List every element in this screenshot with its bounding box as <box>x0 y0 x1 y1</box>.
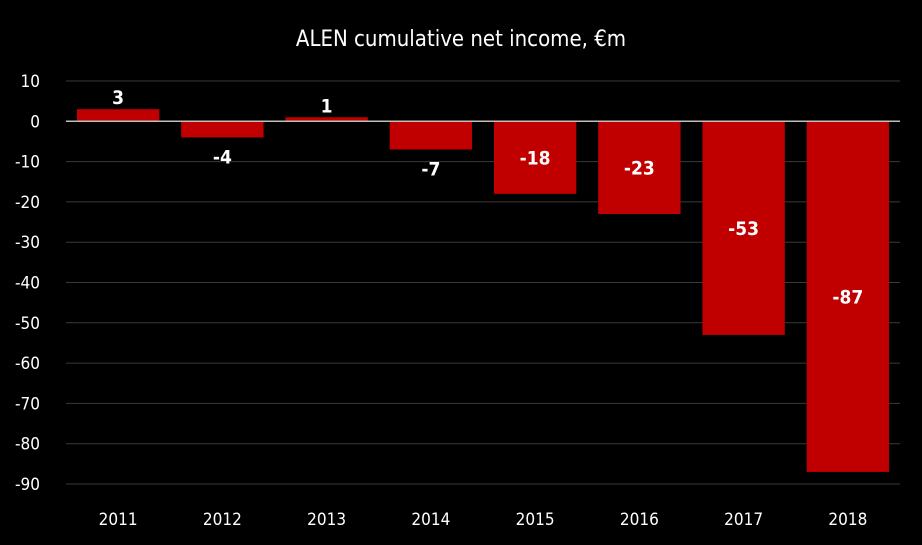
bar-2015 <box>493 121 577 194</box>
x-tick-label: 2013 <box>307 510 346 530</box>
chart-title: ALEN cumulative net income, €m <box>296 27 626 52</box>
bar-2013 <box>285 117 368 122</box>
data-label-2016: -23 <box>624 158 655 180</box>
data-label-2011: 3 <box>112 87 124 109</box>
y-tick-label: 0 <box>30 112 40 132</box>
data-labels: 3 -4 1 -7 -18 -23 -53 -87 <box>112 87 863 308</box>
x-tick-label: 2017 <box>724 510 763 530</box>
data-label-2018: -87 <box>832 287 863 309</box>
data-label-2012: -4 <box>213 146 232 168</box>
bar-2018 <box>806 121 890 472</box>
y-tick-label: -90 <box>15 475 40 495</box>
x-tick-label: 2016 <box>620 510 659 530</box>
data-label-2015: -18 <box>520 148 551 170</box>
y-tick-label: -10 <box>15 153 40 173</box>
bar-2011 <box>76 109 160 122</box>
data-label-2017: -53 <box>728 218 759 240</box>
x-axis-ticks: 2011 2012 2013 2014 2015 2016 2017 2018 <box>99 510 868 530</box>
y-tick-label: -50 <box>15 314 40 334</box>
data-label-2013: 1 <box>321 95 333 117</box>
bar-2012 <box>181 121 264 138</box>
x-tick-label: 2018 <box>828 510 867 530</box>
data-label-2014: -7 <box>421 159 440 181</box>
x-tick-label: 2012 <box>203 510 242 530</box>
bar-2014 <box>389 121 473 150</box>
x-tick-label: 2011 <box>99 510 138 530</box>
x-tick-label: 2015 <box>516 510 555 530</box>
x-tick-label: 2014 <box>411 510 450 530</box>
y-tick-label: -20 <box>15 193 40 213</box>
bar-2016 <box>598 121 681 214</box>
y-tick-label: -80 <box>15 435 40 455</box>
gridlines <box>66 80 900 485</box>
bars <box>76 109 890 472</box>
y-tick-label: -70 <box>15 394 40 414</box>
y-tick-label: -60 <box>15 354 40 374</box>
y-tick-label: -30 <box>15 233 40 253</box>
y-tick-label: 10 <box>21 72 40 92</box>
bar-2017 <box>702 121 785 335</box>
y-tick-label: -40 <box>15 274 40 294</box>
y-axis-ticks: 10 0 -10 -20 -30 -40 -50 -60 -70 -80 -90 <box>15 72 40 495</box>
